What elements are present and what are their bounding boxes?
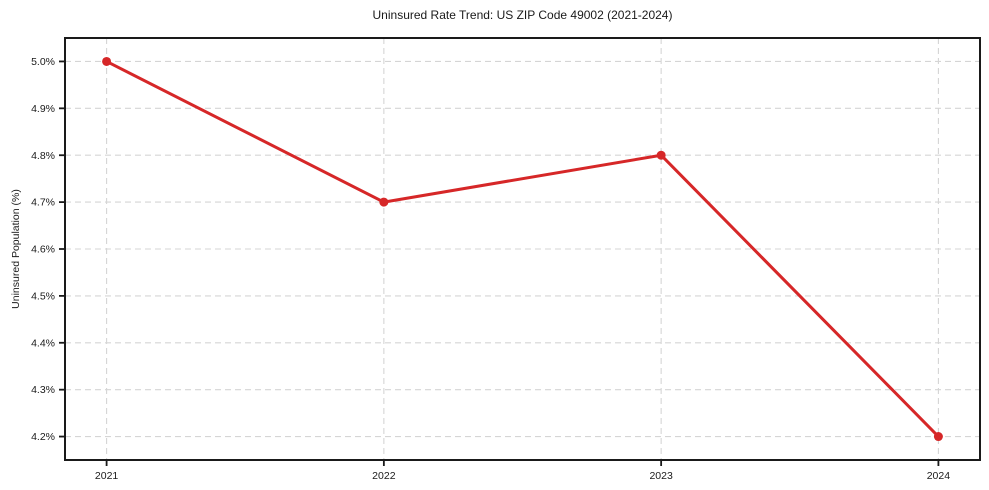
- chart-title: Uninsured Rate Trend: US ZIP Code 49002 …: [372, 8, 673, 22]
- plot-frame: [64, 37, 981, 461]
- data-point-marker: [379, 197, 389, 207]
- y-tick-label: 4.9%: [31, 103, 55, 115]
- y-tick-label: 4.3%: [31, 384, 55, 396]
- x-tick-label: 2021: [95, 470, 119, 482]
- data-point-marker: [656, 150, 666, 160]
- data-point-marker: [933, 432, 943, 442]
- y-tick-label: 4.5%: [31, 290, 55, 302]
- y-tick-label: 4.2%: [31, 431, 55, 443]
- y-tick-label: 4.8%: [31, 150, 55, 162]
- x-tick-label: 2023: [649, 470, 673, 482]
- x-tick-label: 2022: [372, 470, 396, 482]
- trend-line: [105, 59, 940, 439]
- y-tick-label: 4.6%: [31, 244, 55, 256]
- y-tick-label: 4.4%: [31, 337, 55, 349]
- data-point-marker: [102, 56, 112, 66]
- y-tick-label: 4.7%: [31, 197, 55, 209]
- y-tick-label: 5.0%: [31, 56, 55, 68]
- x-tick-label: 2024: [927, 470, 951, 482]
